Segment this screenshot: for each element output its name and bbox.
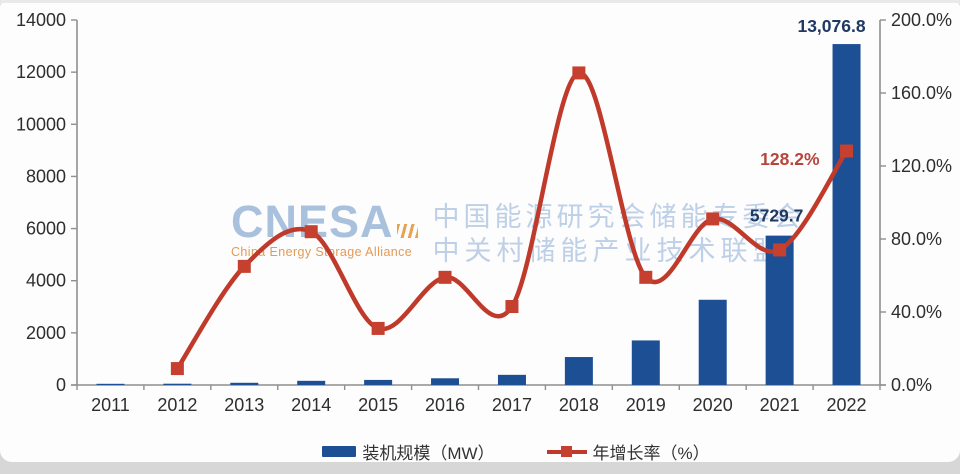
axis-left-label: 8000 — [26, 166, 66, 186]
axis-left-label: 12000 — [16, 62, 66, 82]
legend-label-capacity: 装机规模（MW） — [362, 444, 495, 463]
axis-x-label: 2021 — [760, 395, 800, 415]
axis-right-label: 200.0% — [891, 10, 952, 30]
axis-x-label: 2012 — [157, 395, 197, 415]
legend-item-capacity: 装机规模（MW） — [322, 439, 495, 464]
legend-item-growth: 年增长率（%） — [546, 439, 710, 464]
marker-2013 — [237, 259, 251, 273]
watermark-line-2: 中关村储能产业技术联盟 — [432, 236, 785, 266]
bar-2016 — [431, 378, 460, 385]
axis-x-label: 2018 — [559, 395, 599, 415]
marker-2020 — [706, 212, 720, 226]
bar-2019 — [631, 340, 660, 385]
marker-2014 — [304, 225, 318, 239]
bar-2017 — [497, 374, 526, 385]
bar-2011 — [96, 383, 125, 385]
growth-line — [175, 70, 849, 371]
cnesa-logo-block: CNESA China Energy Storage Alliance — [231, 199, 418, 259]
axis-left-label: 10000 — [16, 114, 66, 134]
combo-chart: 0 2000 4000 6000 8000 10000 12000 14000 0.0% 40.0… — [16, 10, 952, 415]
axis-right-label: 80.0% — [891, 229, 942, 249]
marker-2021 — [773, 243, 787, 257]
axis-right-label: 160.0% — [891, 83, 952, 103]
watermark-line-1: 中国能源研究会储能专委会 — [432, 202, 805, 232]
axis-x-label: 2017 — [492, 395, 532, 415]
axis-right-label: 120.0% — [891, 156, 952, 176]
data-label-2022-0: 13,076.8 — [797, 16, 865, 36]
bar-2015 — [364, 379, 393, 385]
axis-x-label: 2019 — [626, 395, 666, 415]
bar-2014 — [297, 380, 326, 385]
marker-2016 — [438, 270, 452, 284]
watermark: CNESA China Energy Storage Alliance 中国能源… — [231, 199, 805, 268]
marker-2019 — [639, 270, 653, 284]
axis-left-label: 6000 — [26, 219, 66, 239]
legend-swatch-capacity-icon — [322, 446, 357, 457]
axis-x-label: 2020 — [693, 395, 733, 415]
watermark-cn-block: 中国能源研究会储能专委会 中关村储能产业技术联盟 — [433, 200, 805, 268]
legend-swatch-growth-icon — [546, 445, 587, 458]
bar-2013 — [230, 382, 259, 385]
data-label-2022-1: 128.2% — [760, 149, 820, 169]
axis-right-label: 40.0% — [891, 302, 942, 322]
legend: 装机规模（MW） 年增长率（%） — [0, 439, 960, 464]
axis-left-label: 2000 — [26, 323, 66, 343]
axis-x-label: 2011 — [91, 395, 130, 415]
bar-2012 — [163, 383, 192, 385]
marker-2017 — [505, 300, 519, 314]
marker-2018 — [572, 66, 586, 80]
axis-x-label: 2015 — [358, 395, 398, 415]
marker-2012 — [170, 362, 184, 376]
axis-left-label: 14000 — [16, 10, 66, 30]
bar-2022 — [832, 44, 861, 385]
axis-x-label: 2014 — [291, 395, 331, 415]
axis-x-label: 2022 — [827, 395, 867, 415]
axis-x-label: 2013 — [224, 395, 264, 415]
cnesa-logo-mark-icon — [396, 224, 418, 238]
legend-label-growth: 年增长率（%） — [592, 444, 710, 463]
axis-x-label: 2016 — [425, 395, 465, 415]
bar-2020 — [698, 299, 727, 385]
bar-2021 — [765, 235, 794, 385]
axis-right-label: 0.0% — [891, 375, 932, 395]
axis-left-label: 4000 — [26, 271, 66, 291]
marker-2022 — [840, 144, 854, 158]
axis-left-label: 0 — [56, 375, 66, 395]
marker-2015 — [371, 321, 385, 335]
cnesa-subtitle: China Energy Storage Alliance — [231, 245, 413, 259]
data-label-2021-0: 5729.7 — [750, 206, 804, 226]
bar-2018 — [564, 357, 593, 385]
